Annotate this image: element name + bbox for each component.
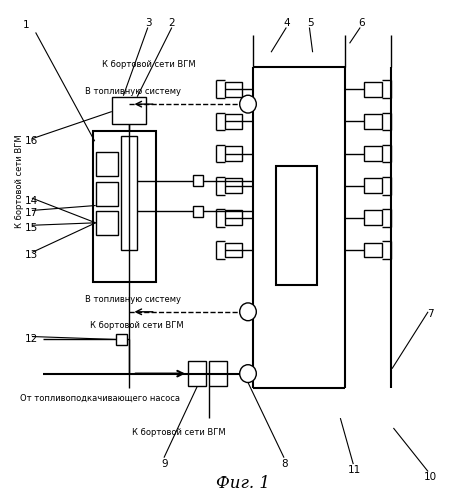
Circle shape <box>239 303 256 320</box>
Text: К бортовой сети ВГМ: К бортовой сети ВГМ <box>15 134 24 228</box>
Text: 15: 15 <box>24 223 38 233</box>
Text: В топливную систему: В топливную систему <box>84 295 180 304</box>
Text: К бортовой сети ВГМ: К бортовой сети ВГМ <box>102 60 195 69</box>
Bar <box>364 146 381 161</box>
Text: В топливную систему: В топливную систему <box>84 88 180 96</box>
Text: 6: 6 <box>357 18 364 28</box>
Bar <box>225 82 242 96</box>
Bar <box>225 178 242 193</box>
Text: 13: 13 <box>24 250 38 260</box>
Bar <box>120 136 137 250</box>
Text: Фиг. 1: Фиг. 1 <box>216 475 270 492</box>
Bar <box>364 82 381 96</box>
Bar <box>225 242 242 258</box>
Bar <box>96 212 118 235</box>
Text: 17: 17 <box>24 208 38 218</box>
Text: К бортовой сети ВГМ: К бортовой сети ВГМ <box>90 320 184 330</box>
Bar <box>364 114 381 129</box>
Text: 3: 3 <box>145 18 152 28</box>
Bar <box>116 334 126 345</box>
Text: 12: 12 <box>24 334 38 344</box>
Text: 4: 4 <box>283 18 290 28</box>
Text: 2: 2 <box>168 18 175 28</box>
Bar <box>364 178 381 193</box>
Text: 7: 7 <box>426 310 433 320</box>
Bar <box>275 166 317 284</box>
Bar <box>192 206 202 217</box>
Bar <box>96 152 118 176</box>
Bar <box>111 96 146 124</box>
Text: 10: 10 <box>423 472 436 482</box>
Bar <box>225 114 242 129</box>
Circle shape <box>239 364 256 382</box>
Text: 8: 8 <box>281 458 288 468</box>
Bar <box>192 176 202 186</box>
Bar <box>364 210 381 226</box>
Text: К бортовой сети ВГМ: К бортовой сети ВГМ <box>132 428 225 438</box>
Bar <box>364 242 381 258</box>
Text: 9: 9 <box>161 458 168 468</box>
Bar <box>188 361 206 386</box>
Bar <box>225 210 242 226</box>
Text: От топливоподкачивающего насоса: От топливоподкачивающего насоса <box>20 394 180 403</box>
Bar <box>208 361 227 386</box>
Text: 5: 5 <box>307 18 313 28</box>
Text: 1: 1 <box>23 20 30 30</box>
Text: 14: 14 <box>24 196 38 205</box>
Bar <box>225 146 242 161</box>
Text: 11: 11 <box>347 465 360 475</box>
Circle shape <box>239 95 256 113</box>
Bar <box>96 182 118 206</box>
Text: 16: 16 <box>24 136 38 146</box>
Bar <box>93 132 155 282</box>
